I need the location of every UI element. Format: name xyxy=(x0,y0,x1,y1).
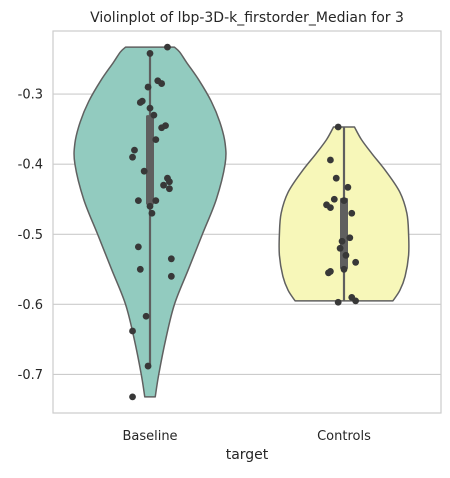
data-point xyxy=(166,185,173,193)
data-point xyxy=(352,258,360,266)
data-point xyxy=(129,327,136,335)
violins xyxy=(73,46,410,398)
data-point xyxy=(334,123,342,131)
strip-points xyxy=(129,43,360,401)
x-tick-label: Controls xyxy=(317,429,371,444)
data-point xyxy=(148,209,156,217)
data-point xyxy=(325,269,332,277)
data-point xyxy=(348,209,356,217)
data-point xyxy=(352,297,360,305)
data-point xyxy=(164,43,171,51)
data-point xyxy=(129,393,136,401)
data-point xyxy=(158,80,166,87)
iqr-box-baseline xyxy=(146,115,154,205)
x-tick-label: Baseline xyxy=(122,429,177,444)
data-point xyxy=(340,197,348,205)
data-point xyxy=(152,136,160,144)
data-point xyxy=(140,167,148,175)
data-point xyxy=(160,181,167,189)
data-point xyxy=(167,255,175,263)
data-point xyxy=(134,243,142,251)
data-point xyxy=(150,111,158,119)
y-tick-label: -0.5 xyxy=(18,228,43,243)
data-point xyxy=(158,124,166,132)
y-tick-labels: -0.3 -0.4 -0.5 -0.6 -0.7 xyxy=(18,88,43,383)
data-point xyxy=(327,204,334,212)
iqr-box-controls xyxy=(340,197,348,270)
y-tick-label: -0.3 xyxy=(18,88,43,103)
data-point xyxy=(146,202,154,210)
data-point xyxy=(131,146,138,154)
y-tick-label: -0.6 xyxy=(18,298,43,313)
data-point xyxy=(134,197,142,205)
data-point xyxy=(129,153,136,161)
data-point xyxy=(136,99,144,106)
data-point xyxy=(144,83,152,91)
data-point xyxy=(144,362,152,370)
data-point xyxy=(334,298,342,306)
data-point xyxy=(338,237,346,245)
data-point xyxy=(346,234,354,242)
data-point xyxy=(332,174,340,182)
data-point xyxy=(342,251,350,259)
data-point xyxy=(336,244,344,252)
data-point xyxy=(152,197,160,205)
y-tick-label: -0.4 xyxy=(18,158,43,173)
chart-title: Violinplot of lbp-3D-k_firstorder_Median… xyxy=(90,10,404,26)
x-tick-labels: Baseline Controls xyxy=(122,429,371,444)
data-point xyxy=(136,265,144,273)
data-point xyxy=(142,312,150,320)
data-point xyxy=(166,178,173,186)
y-tick-label: -0.7 xyxy=(18,368,43,383)
data-point xyxy=(327,156,334,164)
data-point xyxy=(330,195,338,203)
plot-frame xyxy=(52,30,442,414)
data-point xyxy=(146,104,154,112)
x-axis-label: target xyxy=(226,447,269,463)
data-point xyxy=(340,265,348,273)
data-point xyxy=(146,50,154,57)
data-point xyxy=(167,272,175,280)
data-point xyxy=(344,183,352,191)
